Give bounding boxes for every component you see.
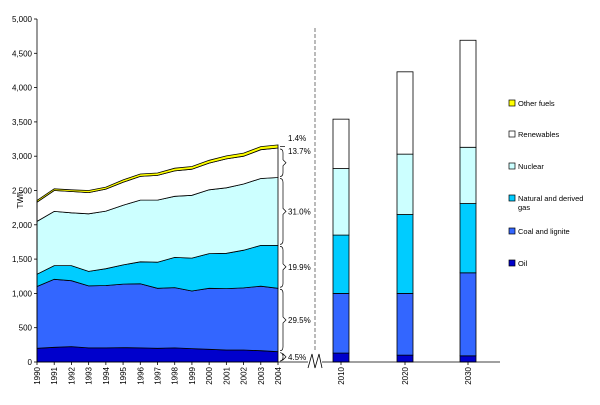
bar-2030-nuclear <box>459 146 477 204</box>
bar-2010-nuclear <box>332 168 350 236</box>
bar-2010-natural-and-derived-gas <box>332 234 350 294</box>
bar-2010-oil <box>332 352 350 363</box>
share-label-natural-and-derived-gas: 19.9% <box>288 263 311 272</box>
brace-coal-and-lignite <box>279 288 287 352</box>
x-tick-label: 2020 <box>401 366 410 384</box>
brace-renewables <box>279 148 287 177</box>
y-axis-label: TWh <box>16 192 25 209</box>
x-tick-label: 1990 <box>33 366 42 384</box>
y-tick-label: 2,500 <box>12 187 33 196</box>
x-tick-label: 2010 <box>337 366 346 384</box>
bar-2020-renewables <box>396 71 414 155</box>
y-tick-label: 5,000 <box>12 15 33 24</box>
bar-2030-natural-and-derived-gas <box>459 203 477 274</box>
bar-2020-natural-and-derived-gas <box>396 214 414 294</box>
y-tick-label: 4,000 <box>12 84 33 93</box>
legend-swatch-oil <box>508 259 516 267</box>
bar-2010-coal-and-lignite <box>332 292 350 354</box>
axis-break-mark <box>307 353 323 369</box>
legend-label-oil: Oil <box>518 259 528 268</box>
legend-label-natural-and-derived-gas: Natural and derived gas <box>518 194 583 212</box>
y-tick-label: 4,500 <box>12 49 33 58</box>
share-label-other-fuels: 1.4% <box>288 134 306 143</box>
x-tick-label: 1997 <box>154 366 163 384</box>
x-tick-label: 2030 <box>464 366 473 384</box>
y-tick-label: 500 <box>19 324 33 333</box>
y-tick-label: 1,500 <box>12 255 33 264</box>
bar-2010-renewables <box>332 118 350 169</box>
share-annotations: 4.5% 29.5% 19.9% 31.0% 13.7% 1.4% <box>279 134 311 362</box>
axes <box>34 18 500 369</box>
legend-swatch-nuclear <box>508 162 516 170</box>
y-tick-label: 1,000 <box>12 289 33 298</box>
x-tick-label: 1999 <box>188 366 197 384</box>
bar-2020-nuclear <box>396 153 414 215</box>
y-tick-label: 3,500 <box>12 118 33 127</box>
legend-label-other-fuels: Other fuels <box>518 99 555 108</box>
x-tick-label: 2003 <box>257 366 266 384</box>
brace-nuclear <box>279 178 287 245</box>
x-tick-label: 2004 <box>274 366 283 384</box>
y-tick-label: 0 <box>28 358 33 367</box>
legend-swatch-natural-and-derived-gas <box>508 194 516 202</box>
brace-natural-and-derived-gas <box>279 246 287 288</box>
y-tick-label: 3,000 <box>12 152 33 161</box>
projection-bars <box>332 39 477 363</box>
legend-swatch-renewables <box>508 130 516 138</box>
x-tick-label: 1994 <box>102 366 111 384</box>
x-tick-label: 1998 <box>171 366 180 384</box>
tick-labels: 0 500 1,000 1,500 2,000 2,500 3,000 3,500 4,000 4… <box>12 15 473 385</box>
x-tick-label: 1992 <box>67 366 76 384</box>
share-label-nuclear: 31.0% <box>288 207 311 216</box>
legend-label-renewables: Renewables <box>518 130 560 139</box>
legend-swatch-coal-and-lignite <box>508 227 516 235</box>
legend: Other fuels Renewables Nuclear Natural and … <box>508 99 583 268</box>
y-tick-label: 2,000 <box>12 221 33 230</box>
bar-2020-oil <box>396 354 414 363</box>
legend-swatch-other-fuels <box>508 99 516 107</box>
share-label-renewables: 13.7% <box>288 147 311 156</box>
x-tick-label: 1995 <box>119 366 128 384</box>
area-coal-and-lignite <box>36 278 279 353</box>
historical-area-layers <box>36 144 279 363</box>
x-tick-label: 1991 <box>50 366 59 384</box>
x-tick-label: 2000 <box>205 366 214 384</box>
bar-2020-coal-and-lignite <box>396 292 414 356</box>
share-label-coal-and-lignite: 29.5% <box>288 316 311 325</box>
bar-2030-coal-and-lignite <box>459 272 477 357</box>
x-tick-label: 2001 <box>222 366 231 384</box>
bar-2030-oil <box>459 355 477 363</box>
legend-label-coal-and-lignite: Coal and lignite <box>518 227 570 236</box>
x-tick-label: 2002 <box>240 366 249 384</box>
share-label-oil: 4.5% <box>288 353 306 362</box>
x-tick-label: 1993 <box>85 366 94 384</box>
brace-oil <box>279 352 287 362</box>
area-other-fuels <box>36 144 279 203</box>
bar-2030-renewables <box>459 39 477 148</box>
legend-label-nuclear: Nuclear <box>518 162 544 171</box>
x-tick-label: 1996 <box>136 366 145 384</box>
